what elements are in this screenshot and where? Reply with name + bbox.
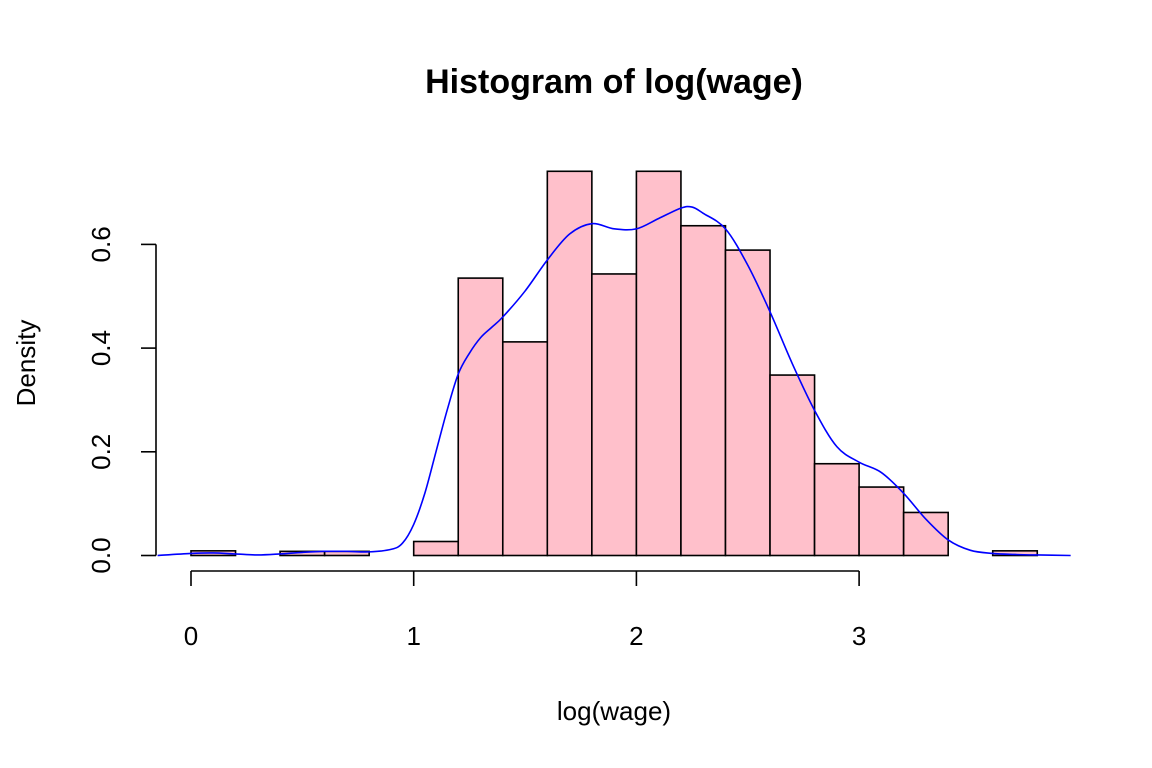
histogram-bar-15	[858, 486, 905, 557]
y-tick-label-3: 0.6	[86, 226, 116, 262]
histogram-bar-13	[769, 374, 816, 557]
y-tick-label-1: 0.2	[86, 434, 116, 470]
y-axis: 0.0 0.2 0.4 0.6	[86, 226, 157, 574]
histogram-bar-9	[591, 273, 638, 557]
y-axis-label: Density	[11, 320, 41, 407]
histogram-bar-5	[412, 540, 460, 557]
x-tick-label-1: 1	[406, 621, 420, 651]
histogram-bar-6	[457, 277, 504, 557]
x-axis: 0 1 2 3	[184, 570, 866, 651]
histogram-bar-7	[501, 341, 549, 557]
y-tick-label-2: 0.4	[86, 330, 116, 366]
chart-title: Histogram of log(wage)	[425, 63, 803, 101]
y-tick-label-0: 0.0	[86, 537, 116, 573]
x-tick-label-0: 0	[184, 621, 198, 651]
x-axis-label: log(wage)	[557, 696, 671, 726]
density-line	[157, 205, 1071, 557]
histogram-bar-10	[635, 170, 682, 557]
x-tick-label-3: 3	[852, 621, 866, 651]
histogram-bar-8	[546, 170, 593, 557]
x-tick-label-2: 2	[629, 621, 643, 651]
histogram-bar-14	[813, 462, 860, 557]
density-curve	[157, 205, 1071, 557]
histogram-bar-12	[724, 249, 771, 557]
histogram-bar-11	[680, 224, 727, 557]
